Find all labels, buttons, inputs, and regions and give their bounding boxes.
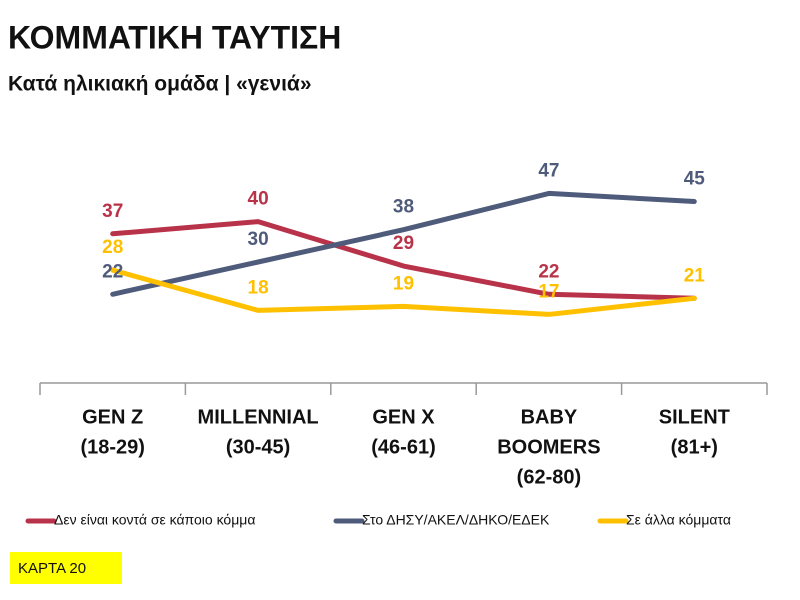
data-label: 19 [393,273,414,294]
data-label: 18 [248,277,269,298]
legend-label: Δεν είναι κοντά σε κάποιο κόμμα [54,512,255,528]
data-label: 30 [248,229,269,250]
x-tick-label: BOOMERS [497,436,600,458]
x-tick-label: (30-45) [226,436,290,458]
footnote-box [10,552,122,584]
x-tick-label: GEN X [372,406,435,428]
data-label: 21 [684,265,706,286]
x-tick-label: BABY [521,406,578,428]
data-label: 28 [102,237,123,258]
series-line [110,267,697,317]
data-label: 47 [538,160,559,181]
data-label: 29 [393,233,414,254]
data-label: 22 [102,261,123,282]
legend-label: Σε άλλα κόμματα [626,512,731,528]
data-label: 17 [538,281,559,302]
data-label: 38 [393,197,414,218]
footnote: ΚΑΡΤΑ 20 [18,560,86,577]
data-label: 40 [248,189,269,210]
legend-label: Στο ΔΗΣΥ/ΑΚΕΛ/ΔΗΚΟ/ΕΔΕΚ [362,512,550,528]
x-tick-label: SILENT [659,406,730,428]
chart-title: ΚΟΜΜΑΤΙΚΗ ΤΑΥΤΙΣΗ [8,19,341,55]
series-line [110,190,697,297]
x-tick-label: (81+) [671,436,718,458]
chart-subtitle: Κατά ηλικιακή ομάδα | «γενιά» [8,73,312,96]
x-tick-label: GEN Z [82,406,143,428]
data-label: 22 [538,261,559,282]
series-line [110,219,697,301]
x-tick-label: (46-61) [371,436,435,458]
x-tick-label: (62-80) [517,466,581,488]
data-label: 45 [684,169,706,190]
x-tick-label: MILLENNIAL [198,406,319,428]
x-tick-label: (18-29) [80,436,144,458]
data-label: 37 [102,201,123,222]
